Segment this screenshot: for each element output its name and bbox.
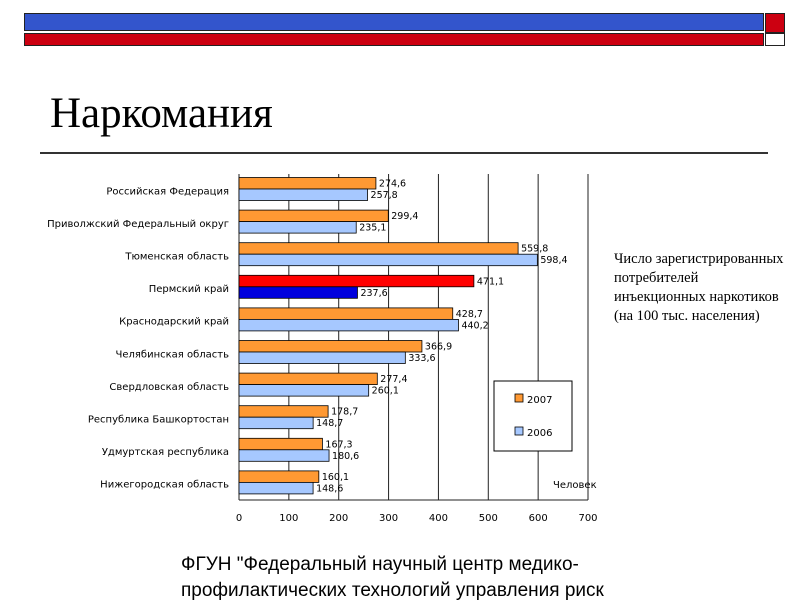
bar-2007 [238, 242, 519, 255]
bar-2006 [238, 188, 368, 201]
data-label-2007: 366,9 [425, 342, 452, 353]
category-label: Нижегородская область [100, 480, 229, 491]
data-label-2007: 277,4 [380, 374, 407, 385]
bar-2006 [238, 416, 314, 430]
bar-2007 [238, 307, 454, 320]
legend-swatch-2006 [514, 426, 524, 436]
header-red-bar [24, 33, 764, 46]
bar-2007 [238, 274, 475, 288]
category-label: Республика Башкортостан [88, 415, 229, 426]
bar-2006 [238, 449, 330, 462]
category-label: Приволжский Федеральный округ [47, 219, 229, 230]
bar-2006 [238, 286, 358, 299]
x-tick-label: 0 [236, 513, 242, 524]
category-label: Тюменская область [124, 252, 229, 263]
chart-caption: Число зарегистрированных потребителей ин… [614, 251, 784, 324]
bar-2007 [238, 405, 329, 418]
header-blue-bar [24, 13, 764, 31]
legend-label-2006: 2006 [527, 428, 552, 439]
category-label: Краснодарский край [119, 317, 229, 328]
bar-2006 [238, 481, 314, 495]
data-label-2006: 333,6 [408, 353, 435, 364]
data-label-2006: 440,2 [461, 320, 488, 331]
data-label-2007: 167,3 [325, 439, 352, 450]
data-label-2006: 148,6 [316, 483, 343, 494]
legend-swatch-2007 [514, 393, 524, 403]
category-label: Свердловская область [109, 382, 229, 393]
bar-2006 [238, 384, 370, 397]
category-label: Пермский край [149, 284, 229, 295]
data-label-2006: 237,6 [360, 288, 387, 299]
x-tick-label: 700 [578, 513, 597, 524]
header-red-square [765, 13, 785, 33]
data-label-2007: 299,4 [391, 211, 418, 222]
x-tick-label: 200 [329, 513, 348, 524]
x-tick-label: 600 [529, 513, 548, 524]
header-white-square [765, 33, 785, 46]
category-label: Российская Федерация [106, 186, 229, 197]
data-label-2007: 178,7 [331, 407, 358, 418]
title-divider [40, 152, 768, 154]
slide-title: Наркомания [50, 90, 273, 137]
x-tick-label: 100 [279, 513, 298, 524]
legend-box [493, 380, 573, 452]
x-tick-label: 400 [429, 513, 448, 524]
data-label-2006: 148,7 [316, 418, 343, 429]
x-tick-label: 500 [479, 513, 498, 524]
data-label-2006: 598,4 [540, 255, 567, 266]
data-label-2007: 559,8 [521, 244, 548, 255]
data-label-2006: 180,6 [332, 451, 359, 462]
data-label-2006: 257,8 [371, 190, 398, 201]
x-axis-label: Человек [553, 480, 597, 491]
source-text: ФГУН "Федеральный научный центр медико-п… [181, 554, 604, 601]
data-label-2007: 471,1 [477, 276, 504, 287]
x-tick-label: 300 [379, 513, 398, 524]
bar-2007 [238, 177, 377, 190]
bar-2007 [238, 340, 423, 353]
data-label-2007: 160,1 [322, 472, 349, 483]
data-label-2007: 428,7 [456, 309, 483, 320]
bar-2006 [238, 221, 357, 234]
data-label-2007: 274,6 [379, 179, 406, 190]
bar-2006 [238, 253, 538, 267]
bar-2007 [238, 470, 320, 483]
bar-2007 [238, 437, 323, 451]
data-label-2006: 260,1 [372, 386, 399, 397]
data-label-2006: 235,1 [359, 223, 386, 234]
bar-2006 [238, 318, 459, 332]
bar-2006 [238, 351, 406, 364]
category-label: Удмуртская республика [102, 447, 229, 458]
category-label: Челябинская область [115, 349, 229, 360]
legend-label-2007: 2007 [527, 395, 552, 406]
bar-2007 [238, 209, 389, 223]
bar-2007 [238, 372, 378, 386]
